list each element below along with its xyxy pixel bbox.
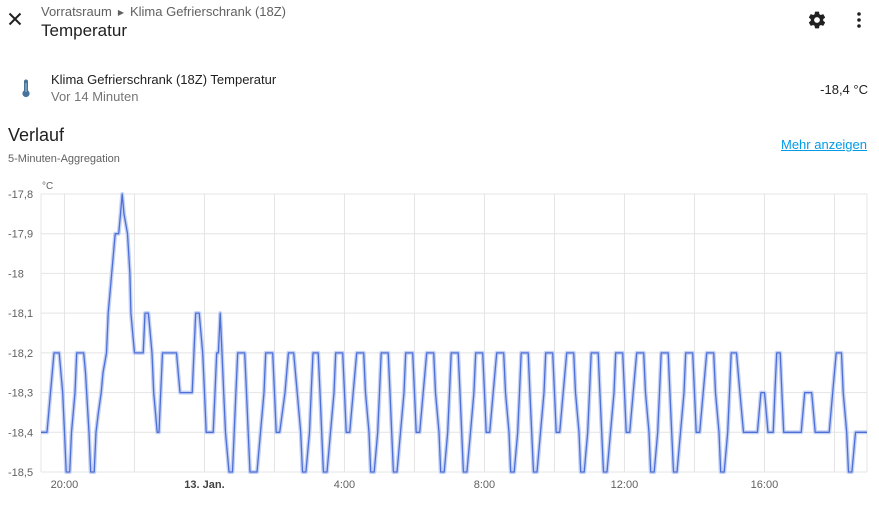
gear-icon	[808, 11, 826, 29]
x-tick-label: 16:00	[751, 479, 779, 491]
breadcrumb-area: Vorratsraum	[41, 4, 112, 19]
x-tick-label: 20:00	[51, 479, 79, 491]
x-tick-label: 8:00	[474, 479, 495, 491]
dialog-header: Vorratsraum ▶ Klima Gefrierschrank (18Z) T…	[0, 0, 879, 48]
x-tick-label: 12:00	[611, 479, 639, 491]
entity-name: Klima Gefrierschrank (18Z) Temperatur	[51, 72, 277, 87]
dots-vertical-icon	[857, 12, 861, 28]
y-tick-label: -18,3	[8, 388, 33, 400]
history-chart[interactable]: -17,8 -17,9 -18 -18,1 -18,2 -18,3 -18,4 -18,5 2…	[0, 178, 879, 498]
close-icon	[8, 12, 22, 26]
close-button[interactable]	[4, 6, 26, 32]
temperature-line	[41, 193, 867, 473]
settings-button[interactable]	[805, 8, 829, 32]
y-axis-labels: -17,8 -17,9 -18 -18,1 -18,2 -18,3 -18,4 -18,5	[8, 189, 33, 479]
x-tick-label: 13. Jan.	[184, 479, 224, 491]
y-tick-label: -18,2	[8, 348, 33, 360]
entity-row: Klima Gefrierschrank (18Z) Temperatur Vo…	[0, 64, 879, 112]
y-tick-label: -17,8	[8, 189, 33, 201]
x-tick-label: 4:00	[334, 479, 355, 491]
y-tick-label: -18,1	[8, 308, 33, 320]
entity-state: -18,4 °C	[820, 82, 868, 97]
breadcrumb: Vorratsraum ▶ Klima Gefrierschrank (18Z)	[41, 4, 286, 19]
more-options-button[interactable]	[849, 8, 869, 32]
thermometer-icon	[22, 79, 30, 98]
entity-last-changed: Vor 14 Minuten	[51, 89, 139, 104]
page-title: Temperatur	[41, 21, 127, 40]
y-tick-label: -17,9	[8, 229, 33, 241]
y-tick-label: -18,5	[8, 467, 33, 479]
history-title: Verlauf	[8, 125, 65, 145]
x-axis-labels: 20:00 13. Jan. 4:00 8:00 12:00 16:00	[51, 479, 779, 491]
y-axis-unit: °C	[42, 181, 53, 192]
breadcrumb-device: Klima Gefrierschrank (18Z)	[129, 4, 287, 19]
y-tick-label: -18,4	[8, 427, 33, 439]
show-more-link[interactable]: Mehr anzeigen	[781, 137, 867, 152]
breadcrumb-separator-icon: ▶	[117, 8, 124, 17]
aggregation-label: 5-Minuten-Aggregation	[8, 153, 120, 165]
y-tick-label: -18	[8, 268, 24, 280]
